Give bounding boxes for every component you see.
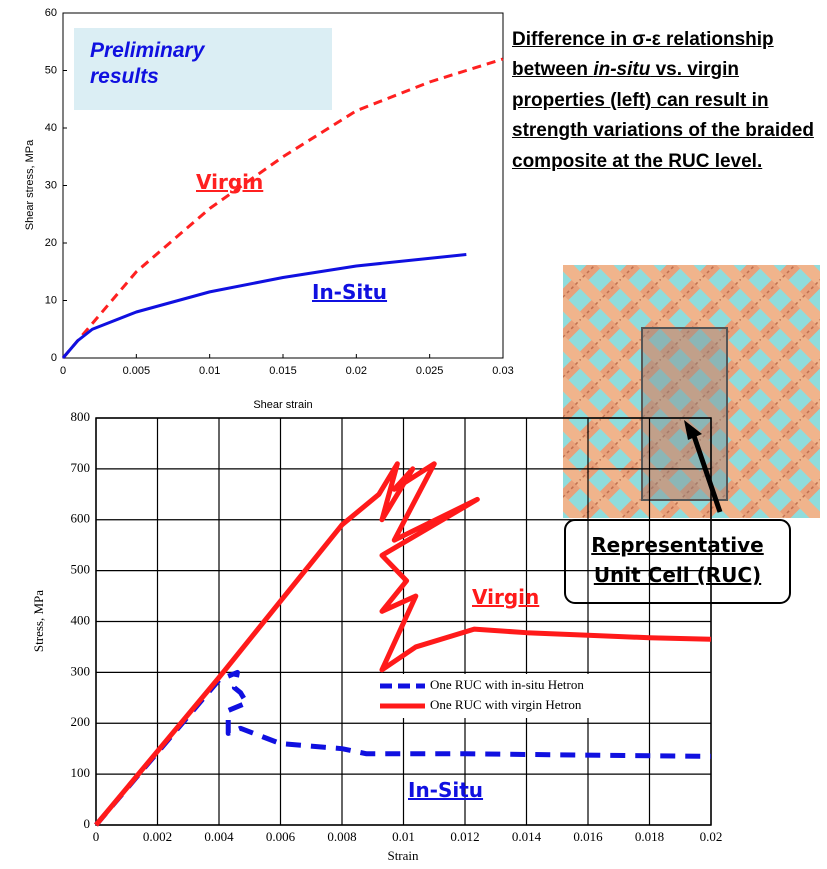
- ruc-highlight: [642, 328, 727, 500]
- y-tick-label: 30: [45, 179, 57, 191]
- y-axis-label: Shear stress, MPa: [24, 139, 36, 230]
- annotation: In-Situ: [312, 280, 387, 304]
- x-tick-label: 0: [60, 365, 66, 377]
- x-tick-label: 0.03: [492, 365, 513, 377]
- y-tick-label: 50: [45, 64, 57, 76]
- y-tick-label: 0: [51, 352, 57, 364]
- annotation-text: Preliminary results: [90, 38, 250, 91]
- y-tick-label: 400: [71, 612, 91, 627]
- annotation: Virgin: [472, 585, 539, 609]
- x-tick-label: 0.02: [700, 829, 723, 844]
- y-tick-label: 60: [45, 7, 57, 19]
- x-tick-label: 0.02: [346, 365, 367, 377]
- x-tick-label: 0.014: [512, 829, 542, 844]
- x-tick-label: 0.01: [199, 365, 220, 377]
- annotation: In-Situ: [408, 778, 483, 802]
- paragraph: Difference in σ-ε relationship between i…: [512, 25, 824, 177]
- line: [63, 255, 466, 359]
- annotation: Virgin: [196, 170, 263, 194]
- y-tick-label: 200: [71, 714, 91, 729]
- x-tick-label: 0.004: [204, 829, 234, 844]
- y-axis-label: Stress, MPa: [31, 590, 46, 652]
- x-axis-label: Shear strain: [253, 399, 312, 411]
- paragraph-text: in-situ: [593, 59, 650, 80]
- y-tick-label: 800: [71, 409, 91, 424]
- x-tick-label: 0: [93, 829, 100, 844]
- y-tick-label: 700: [71, 460, 91, 475]
- x-tick-label: 0.01: [392, 829, 415, 844]
- x-tick-label: 0.025: [416, 365, 444, 377]
- y-tick-label: 500: [71, 562, 91, 577]
- y-tick-label: 10: [45, 294, 57, 306]
- x-tick-label: 0.016: [573, 829, 603, 844]
- x-tick-label: 0.006: [266, 829, 296, 844]
- x-axis-label: Strain: [387, 848, 419, 863]
- x-tick-label: 0.012: [450, 829, 479, 844]
- y-tick-label: 0: [84, 816, 91, 831]
- y-tick-label: 100: [71, 765, 91, 780]
- x-tick-label: 0.002: [143, 829, 172, 844]
- slide: 0 0.005 0.01 0.015 0.02 0.025 0.03 0 10 20 30 40 50 6…: [0, 0, 827, 869]
- legend-label: One RUC with virgin Hetron: [430, 697, 582, 712]
- x-tick-label: 0.005: [123, 365, 151, 377]
- y-tick-label: 20: [45, 237, 57, 249]
- image-label: Representative Unit Cell (RUC): [575, 530, 780, 590]
- y-tick-label: 300: [71, 663, 91, 678]
- y-tick-label: 40: [45, 122, 57, 134]
- annotation: Preliminary results: [74, 28, 332, 110]
- x-tick-label: 0.018: [635, 829, 664, 844]
- y-tick-label: 600: [71, 511, 91, 526]
- x-tick-label: 0.015: [269, 365, 297, 377]
- legend-label: One RUC with in-situ Hetron: [430, 677, 584, 692]
- x-tick-label: 0.008: [327, 829, 356, 844]
